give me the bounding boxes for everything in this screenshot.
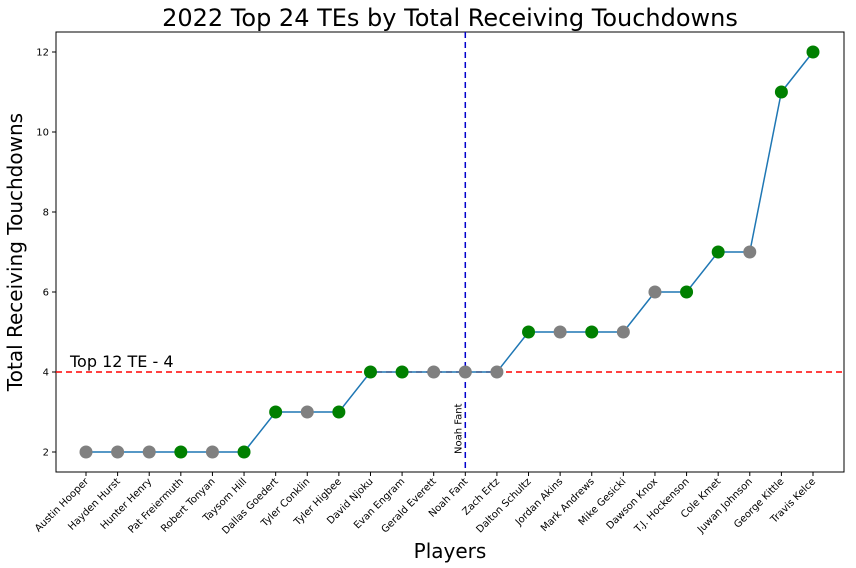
series-receiving-touchdowns <box>79 45 820 459</box>
x-tick-label: Robert Tonyan <box>159 476 217 534</box>
x-tick-label: Austin Hooper <box>33 476 92 535</box>
data-point <box>711 245 725 259</box>
x-tick-label: Gerald Everett <box>380 476 439 535</box>
data-point <box>522 325 536 339</box>
data-point <box>427 365 441 379</box>
chart-title: 2022 Top 24 TEs by Total Receiving Touch… <box>162 4 738 32</box>
data-point <box>585 325 599 339</box>
data-point <box>332 405 346 419</box>
data-point <box>111 445 125 459</box>
data-point <box>237 445 251 459</box>
y-tick-label: 8 <box>43 208 49 219</box>
x-axis-label: Players <box>414 539 487 563</box>
data-point <box>363 365 377 379</box>
y-axis: 2 4 6 8 10 12 <box>36 48 56 459</box>
top12-threshold-label: Top 12 TE - 4 <box>69 352 174 371</box>
data-point <box>395 365 409 379</box>
data-point <box>458 365 472 379</box>
data-point <box>269 405 283 419</box>
y-tick-label: 4 <box>43 368 49 379</box>
data-point <box>142 445 156 459</box>
y-tick-label: 2 <box>43 448 49 459</box>
data-point <box>680 285 694 299</box>
plot-area-frame <box>55 31 845 473</box>
data-point <box>490 365 504 379</box>
data-point <box>648 285 662 299</box>
highlight-player-label: Noah Fant <box>453 403 464 454</box>
y-tick-label: 12 <box>36 48 49 59</box>
data-point <box>806 45 820 59</box>
data-point <box>616 325 630 339</box>
x-tick-label: Dalton Schultz <box>475 476 534 535</box>
y-tick-label: 6 <box>43 288 49 299</box>
y-tick-label: 10 <box>36 128 49 139</box>
data-point <box>205 445 219 459</box>
data-point <box>743 245 757 259</box>
x-tick-label: T.J. Hockenson <box>632 476 691 535</box>
x-tick-label: Juwan Johnson <box>695 476 755 536</box>
x-tick-label: Dallas Goedert <box>220 476 280 536</box>
x-tick-label: Pat Freiermuth <box>126 476 185 535</box>
series-line <box>86 51 814 453</box>
data-point <box>174 445 188 459</box>
data-point <box>774 85 788 99</box>
y-axis-label: Total Receiving Touchdowns <box>3 113 27 392</box>
data-point <box>300 405 314 419</box>
data-point <box>79 445 93 459</box>
data-point <box>553 325 567 339</box>
